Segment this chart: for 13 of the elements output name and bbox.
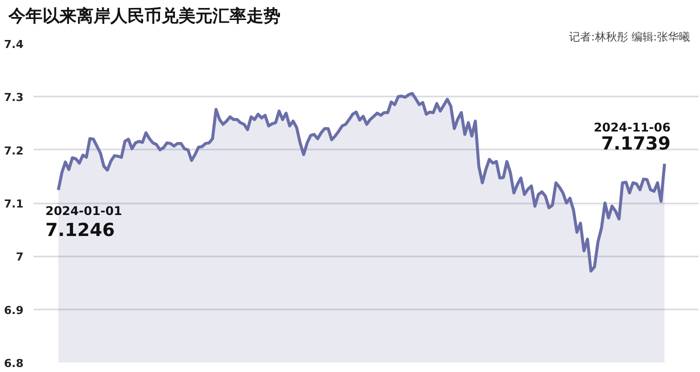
y-tick-label: 6.9 [4,304,24,317]
y-tick-label: 6.8 [4,357,24,370]
annotation: 2024-01-01 [45,204,122,218]
y-tick-label: 7.3 [4,91,24,104]
annotation: 2024-11-06 [594,120,671,135]
y-tick-label: 7 [16,250,24,264]
y-tick-label: 7.2 [4,144,24,158]
y-tick-label: 7.1 [4,198,24,210]
annotation: 7.1246 [45,220,115,241]
annotation: 7.1739 [601,134,671,155]
y-tick-label: 7.4 [4,38,24,51]
chart-title: 今年以来离岸人民币兑美元汇率走势 [8,6,280,26]
annotation: 记者:林秋彤 编辑:张华曦 [569,30,690,44]
